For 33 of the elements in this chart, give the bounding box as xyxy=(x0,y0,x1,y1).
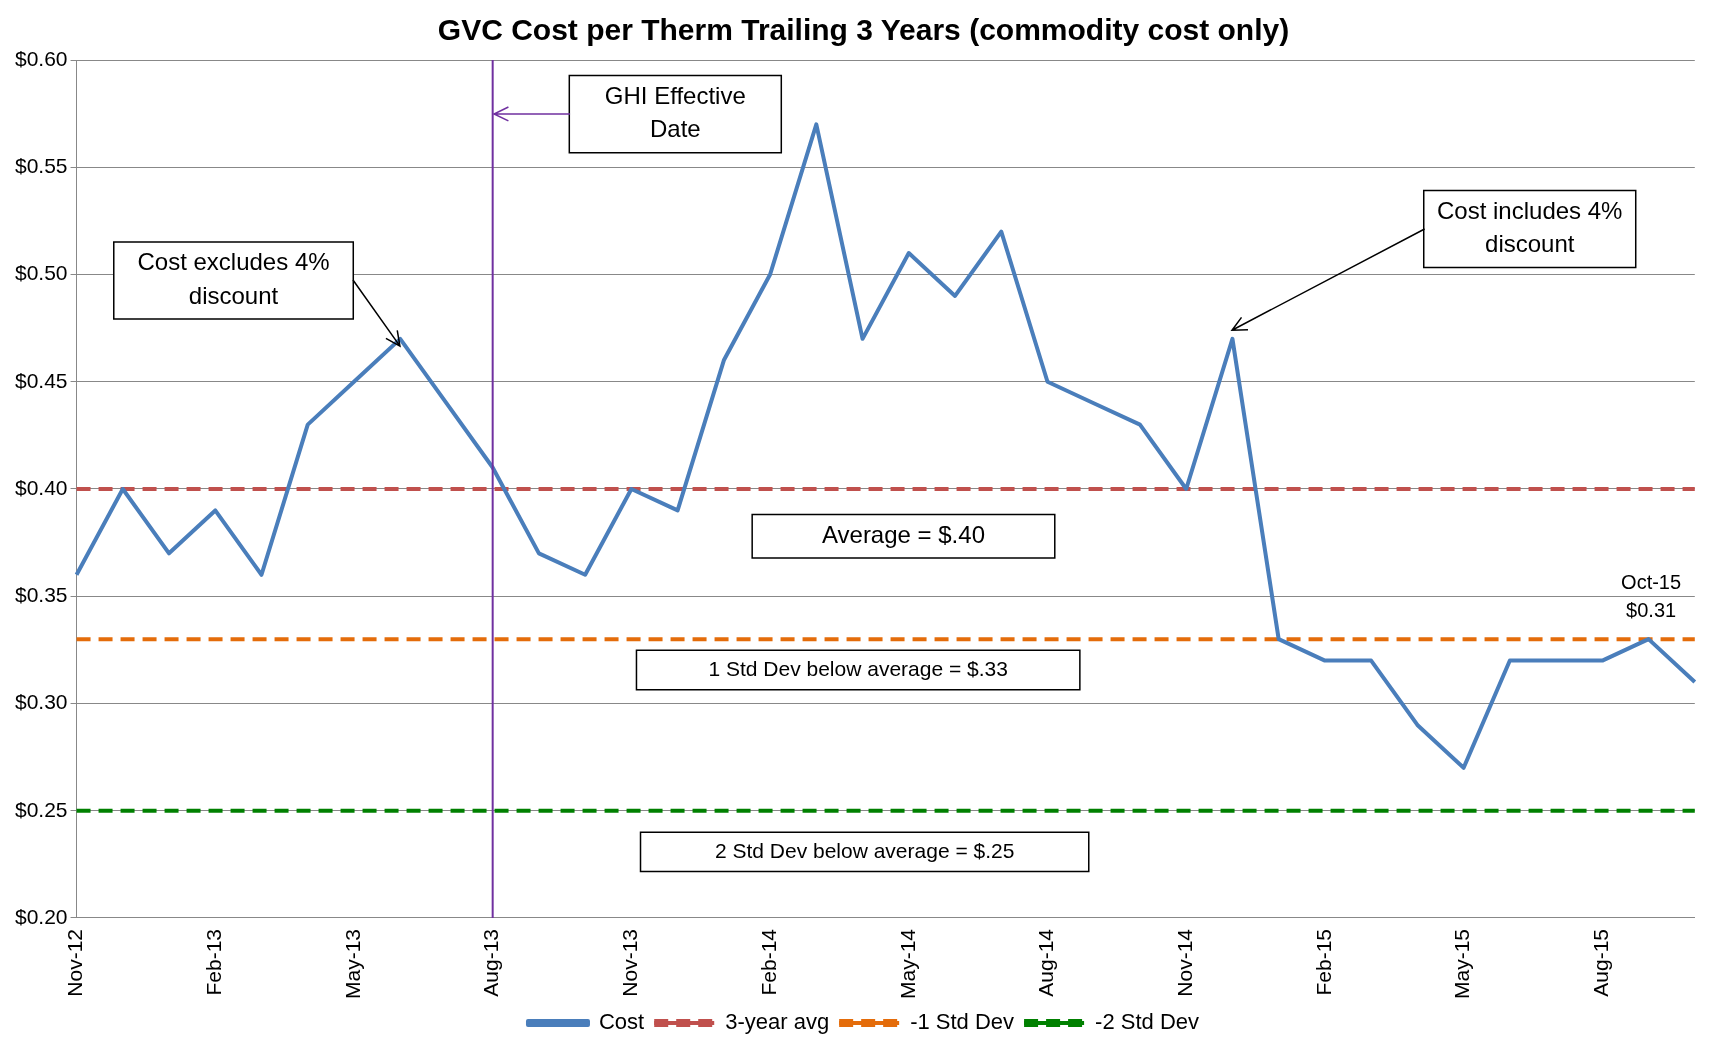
annotation: 2 Std Dev below average = $.25 xyxy=(714,838,1015,862)
y-tick-label: $0.45 xyxy=(14,368,68,392)
legend-label: -1 Std Dev xyxy=(910,1009,1015,1035)
y-tick-label: $0.35 xyxy=(14,583,68,607)
annotation: Cost includes 4% discount xyxy=(1437,196,1623,258)
legend-label: -2 Std Dev xyxy=(1095,1009,1200,1035)
x-tick-label: Nov-12 xyxy=(63,928,87,997)
x-tick-label: Nov-14 xyxy=(1173,928,1196,997)
annotation: GHI Effective Date xyxy=(604,81,746,143)
x-tick-label: Aug-15 xyxy=(1589,928,1613,997)
annotation: Average = $.40 xyxy=(821,520,985,548)
y-tick-label: $0.50 xyxy=(14,261,68,285)
y-tick-label: $0.40 xyxy=(14,475,68,499)
y-tick-label: $0.25 xyxy=(14,797,68,821)
x-tick-label: May-14 xyxy=(895,928,919,1000)
legend-label: 3-year avg xyxy=(725,1009,830,1035)
x-tick-label: Aug-14 xyxy=(1034,928,1058,997)
x-tick-label: Nov-13 xyxy=(618,928,642,997)
x-tick-label: Feb-15 xyxy=(1311,928,1335,996)
x-tick-label: Aug-13 xyxy=(479,928,503,997)
y-tick-label: $0.30 xyxy=(14,690,68,714)
y-tick-label: $0.60 xyxy=(14,46,68,70)
x-tick-label: Feb-13 xyxy=(202,928,226,996)
annotation: Oct-15 $0.31 xyxy=(1621,571,1682,622)
x-tick-label: May-15 xyxy=(1450,928,1474,1000)
annotation: Cost excludes 4% discount xyxy=(137,248,330,309)
chart-title: GVC Cost per Therm Trailing 3 Years (commodity cost only) xyxy=(437,13,1290,47)
y-tick-label: $0.20 xyxy=(14,904,68,928)
x-tick-label: Feb-14 xyxy=(756,928,780,996)
y-tick-label: $0.55 xyxy=(14,154,68,178)
x-tick-label: May-13 xyxy=(340,928,364,1000)
annotation: 1 Std Dev below average = $.33 xyxy=(708,656,1008,680)
legend-label: Cost xyxy=(598,1009,645,1035)
